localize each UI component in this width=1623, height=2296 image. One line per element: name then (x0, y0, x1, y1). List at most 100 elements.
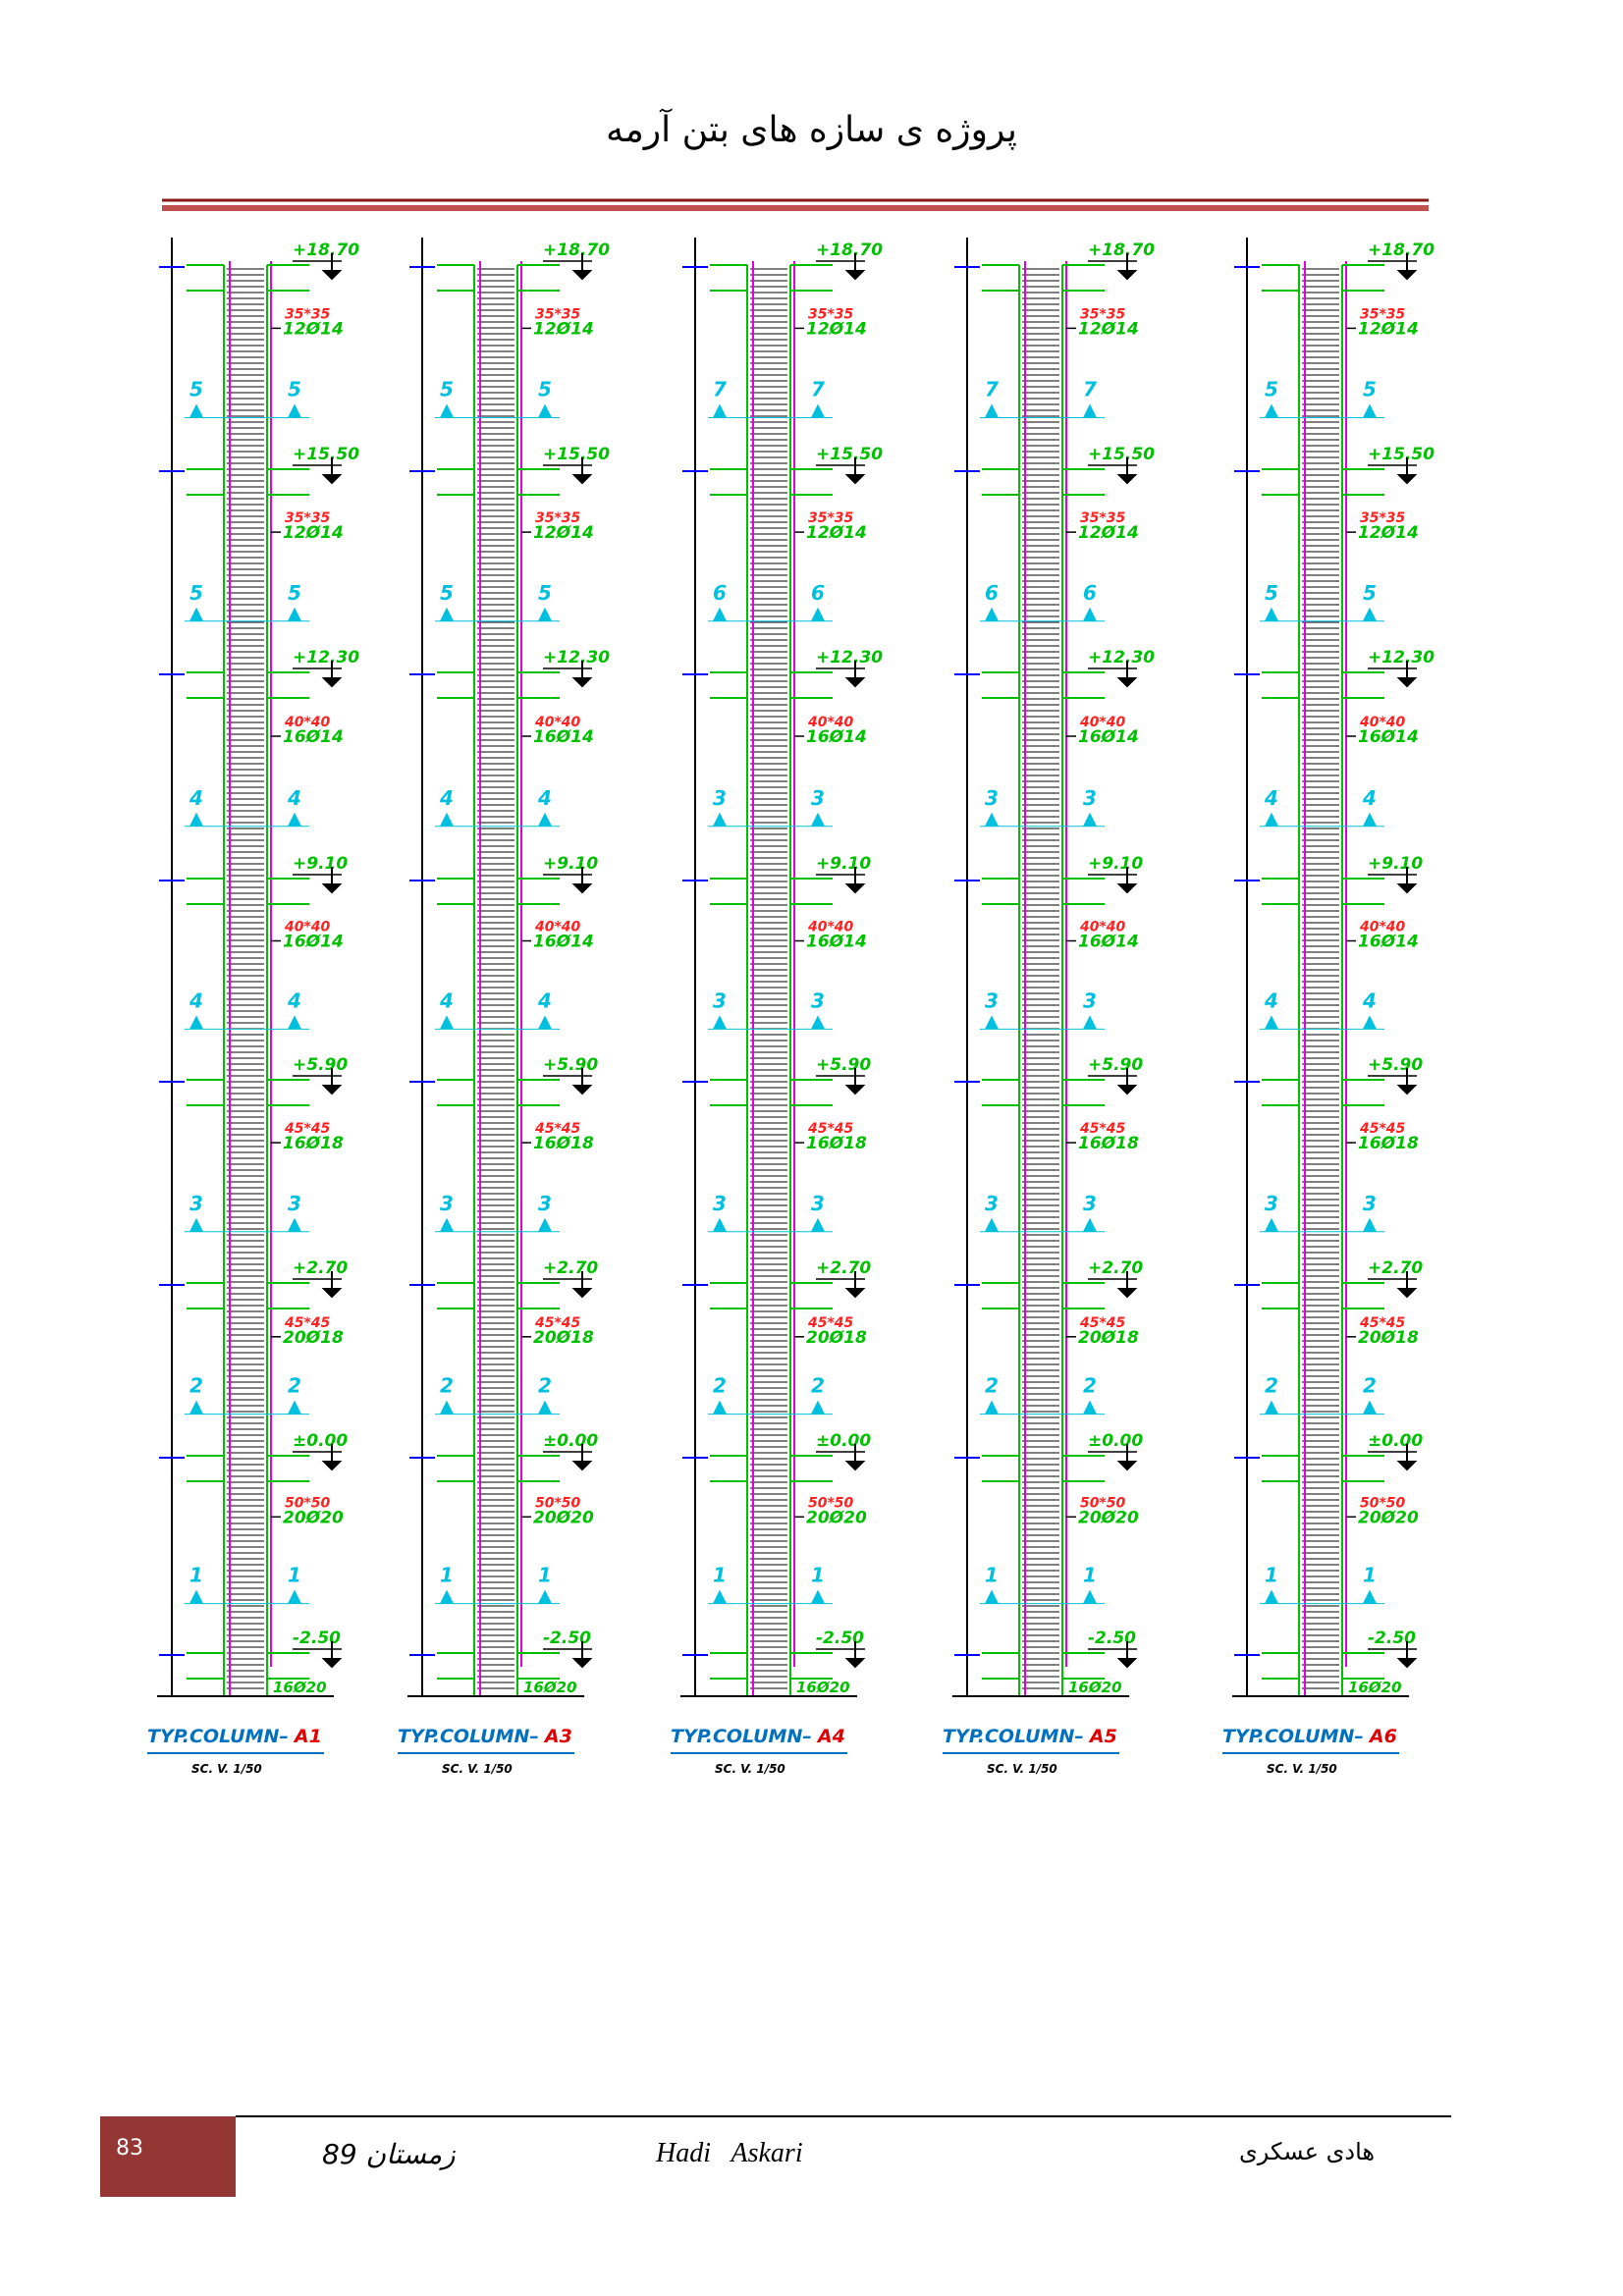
section-arrow (440, 403, 454, 418)
level-symbol (321, 253, 343, 281)
page-number: 83 (116, 2136, 143, 2161)
level-symbol (571, 1444, 593, 1471)
column-scale: SC. V. 1/50 (442, 1762, 513, 1776)
section-arrow (811, 1015, 825, 1030)
section-mark: 3 (538, 1192, 552, 1215)
section-size: 35*35 (1360, 306, 1406, 322)
elevation-label: +9.10 (1368, 854, 1423, 874)
section-mark: 3 (1083, 1192, 1097, 1215)
section-rebar: 16Ø14 (533, 727, 594, 747)
section-mark: 2 (288, 1374, 301, 1398)
footer-author-latin: Hadi Askari (656, 2138, 803, 2168)
section-mark: 6 (811, 581, 825, 605)
section-mark: 3 (811, 988, 825, 1012)
section-arrow (811, 1400, 825, 1415)
section-mark: 4 (537, 988, 552, 1012)
section-arrow (1363, 607, 1377, 621)
section-mark: 5 (1363, 581, 1377, 605)
column-scale: SC. V. 1/50 (191, 1762, 262, 1776)
section-mark: 2 (1265, 1374, 1278, 1398)
column-title-name: A6 (1368, 1726, 1397, 1747)
section-arrow (288, 812, 301, 827)
section-mark: 5 (538, 581, 552, 605)
level-symbol (844, 1271, 866, 1299)
elevation-label: +5.90 (816, 1055, 871, 1075)
section-arrow (1363, 812, 1377, 827)
section-size: 35*35 (1080, 510, 1126, 526)
level-symbol (1396, 867, 1418, 894)
section-arrow (1363, 403, 1377, 418)
elevation-label: +2.70 (293, 1258, 348, 1278)
section-arrow (1363, 1589, 1377, 1604)
section-size: 50*50 (285, 1495, 331, 1511)
section-rebar: 16Ø14 (283, 727, 344, 747)
column-detail: +18.70 +15.50 +12.30 +9.10 +5.90 +2.70 ±0.00 -2… (671, 238, 883, 1776)
section-rebar: 12Ø14 (1078, 523, 1139, 543)
section-mark: 1 (1265, 1564, 1278, 1587)
section-rebar: 16Ø18 (806, 1134, 867, 1153)
elevation-label: +5.90 (1088, 1055, 1143, 1075)
section-size: 45*45 (284, 1121, 331, 1137)
section-arrow (985, 403, 999, 418)
level-symbol (321, 867, 343, 894)
section-arrow (1083, 1217, 1097, 1232)
level-symbol (571, 661, 593, 688)
level-symbol (844, 661, 866, 688)
section-size: 50*50 (1360, 1495, 1406, 1511)
level-symbol (321, 661, 343, 688)
section-arrow (811, 1589, 825, 1604)
section-arrow (440, 1589, 454, 1604)
section-arrow (985, 607, 999, 621)
section-arrow (440, 1400, 454, 1415)
level-symbol (1396, 457, 1418, 485)
elevation-label: +18.70 (1088, 240, 1155, 260)
section-mark: 5 (440, 581, 454, 605)
section-mark: 5 (1363, 377, 1377, 400)
section-arrow (538, 1400, 552, 1415)
section-arrow (538, 1217, 552, 1232)
section-arrow (713, 607, 727, 621)
section-arrow (538, 607, 552, 621)
section-arrow (288, 403, 301, 418)
section-arrow (713, 1217, 727, 1232)
section-arrow (1083, 607, 1097, 621)
section-rebar: 16Ø18 (533, 1134, 594, 1153)
section-arrow (440, 1015, 454, 1030)
elevation-label: +12.30 (1088, 648, 1155, 667)
section-mark: 5 (189, 377, 203, 400)
section-mark: 1 (713, 1564, 727, 1587)
section-rebar: 20Ø18 (283, 1328, 344, 1348)
level-symbol (1116, 1271, 1138, 1299)
section-arrow (1363, 1015, 1377, 1030)
level-symbol (1396, 1641, 1418, 1669)
section-mark: 5 (288, 581, 301, 605)
section-size: 45*45 (1359, 1121, 1406, 1137)
column-title-name: A1 (293, 1726, 322, 1747)
level-symbol (1116, 457, 1138, 485)
section-mark: 1 (440, 1564, 454, 1587)
section-rebar: 16Ø14 (533, 933, 594, 952)
section-mark: 6 (713, 581, 727, 605)
section-size: 40*40 (807, 920, 854, 935)
section-arrow (189, 1400, 203, 1415)
section-rebar: 12Ø14 (1078, 319, 1139, 339)
level-symbol (1116, 1444, 1138, 1471)
level-symbol (1116, 253, 1138, 281)
level-symbol (571, 1068, 593, 1095)
section-arrow (1083, 1589, 1097, 1604)
column-detail: +18.70 +15.50 +12.30 +9.10 +5.90 +2.70 ±0.00 -2… (147, 238, 359, 1776)
section-mark: 2 (189, 1374, 203, 1398)
elevation-label: +15.50 (293, 445, 359, 464)
section-mark: 6 (1083, 581, 1097, 605)
section-arrow (288, 1217, 301, 1232)
section-mark: 5 (288, 377, 301, 400)
section-rebar: 16Ø18 (283, 1134, 344, 1153)
level-symbol (321, 457, 343, 485)
elevation-label: +5.90 (543, 1055, 598, 1075)
section-rebar: 16Ø14 (806, 933, 867, 952)
section-arrow (713, 1400, 727, 1415)
section-size: 45*45 (534, 1121, 581, 1137)
section-arrow (1265, 1589, 1278, 1604)
elevation-label: +18.70 (816, 240, 883, 260)
